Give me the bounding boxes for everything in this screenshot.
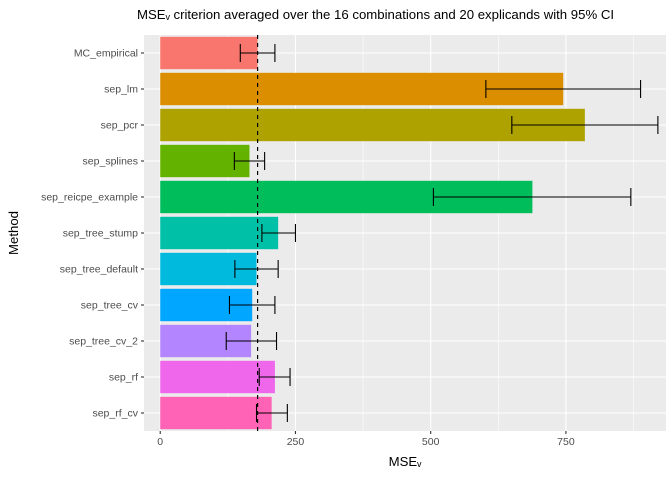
y-tick-label: sep_reicpe_example [41,192,138,204]
y-tick-label: sep_rf_cv [92,408,138,420]
y-tick-label: sep_pcr [101,120,139,132]
error-bars [225,44,659,422]
bar-sep_rf [160,360,275,394]
y-tick-label: sep_lm [104,84,138,96]
x-tick-label: 750 [557,436,575,448]
x-tick-label: 500 [422,436,440,448]
y-tick-label: sep_tree_cv_2 [69,336,138,348]
bar-sep_rf_cv [160,396,272,430]
y-tick-label: sep_splines [83,156,138,168]
y-tick-label: sep_tree_stump [63,228,138,240]
x-tick-label: 0 [157,436,163,448]
y-tick-label: sep_rf [109,372,138,384]
y-tick-label: MC_empirical [74,48,138,60]
bar-sep_tree_stump [160,216,279,250]
y-axis-title: Method [6,211,21,255]
chart-title: MSEᵥ criterion averaged over the 16 comb… [137,7,614,22]
y-axis: MC_empirical sep_lm sep_pcr sep_splines sep_… [41,48,144,420]
x-tick-label: 250 [287,436,305,448]
y-tick-label: sep_tree_cv [81,300,139,312]
x-axis-title: MSEᵥ [389,454,423,469]
x-axis: 0 250 500 750 [157,431,575,448]
y-tick-label: sep_tree_default [60,264,138,276]
